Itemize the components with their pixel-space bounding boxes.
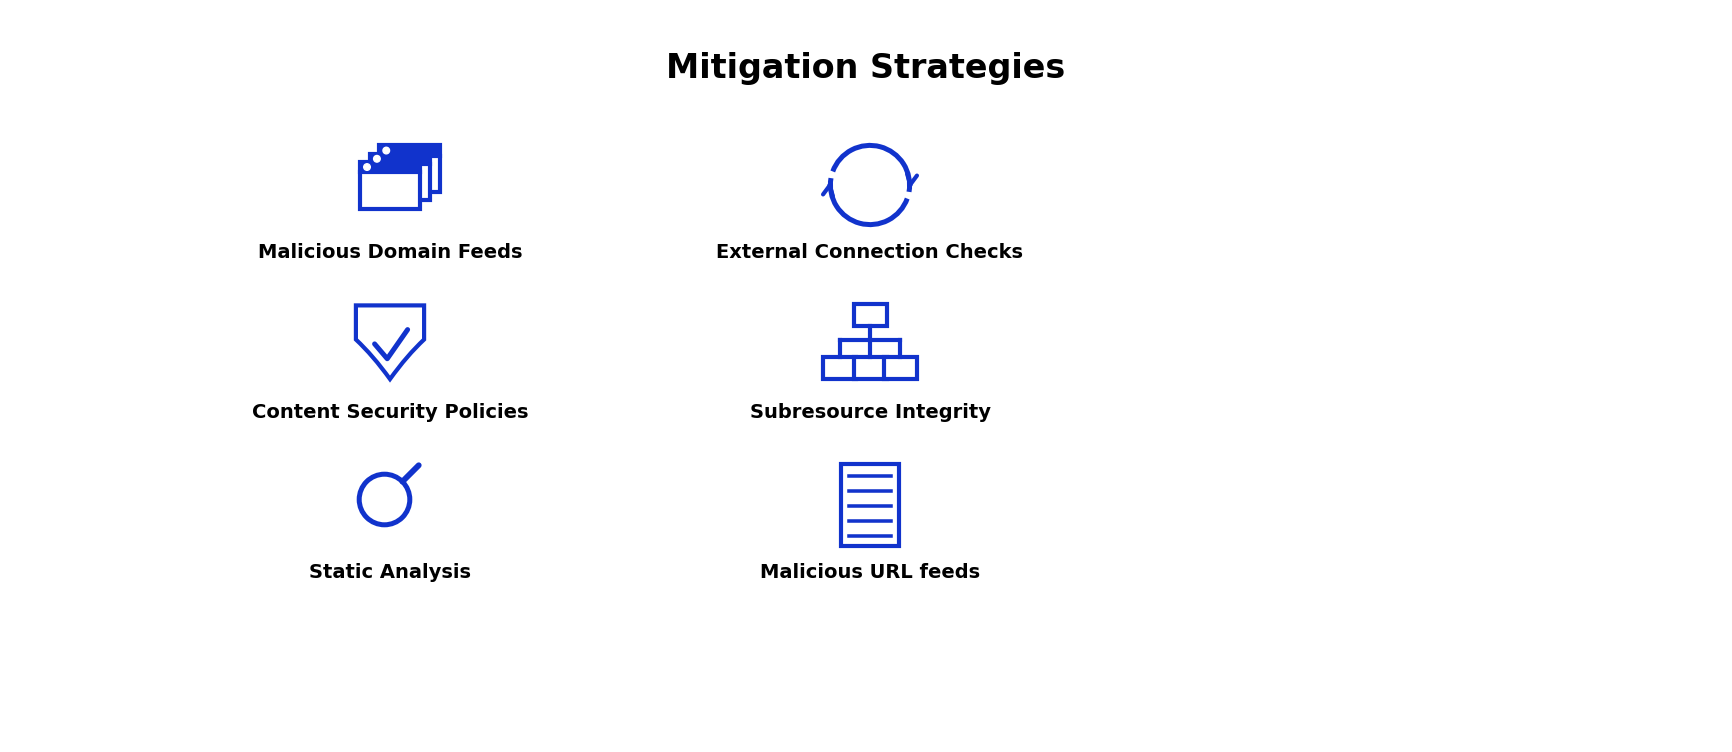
- Bar: [379, 145, 440, 193]
- Circle shape: [383, 147, 390, 154]
- Bar: [360, 162, 421, 172]
- Text: Static Analysis: Static Analysis: [308, 562, 471, 582]
- Bar: [883, 357, 916, 379]
- Bar: [369, 153, 430, 164]
- Bar: [842, 464, 899, 546]
- Circle shape: [364, 164, 371, 171]
- Text: External Connection Checks: External Connection Checks: [717, 243, 1024, 262]
- Bar: [823, 357, 856, 379]
- Bar: [854, 304, 887, 326]
- Bar: [369, 153, 430, 200]
- Text: Malicious Domain Feeds: Malicious Domain Feeds: [258, 243, 523, 262]
- PathPatch shape: [355, 305, 424, 379]
- Bar: [854, 357, 887, 379]
- Circle shape: [374, 156, 381, 162]
- Text: Content Security Policies: Content Security Policies: [251, 403, 528, 422]
- Text: Mitigation Strategies: Mitigation Strategies: [667, 52, 1065, 85]
- Bar: [379, 145, 440, 156]
- Bar: [360, 162, 421, 208]
- Text: Subresource Integrity: Subresource Integrity: [750, 403, 991, 422]
- Text: Malicious URL feeds: Malicious URL feeds: [760, 562, 980, 582]
